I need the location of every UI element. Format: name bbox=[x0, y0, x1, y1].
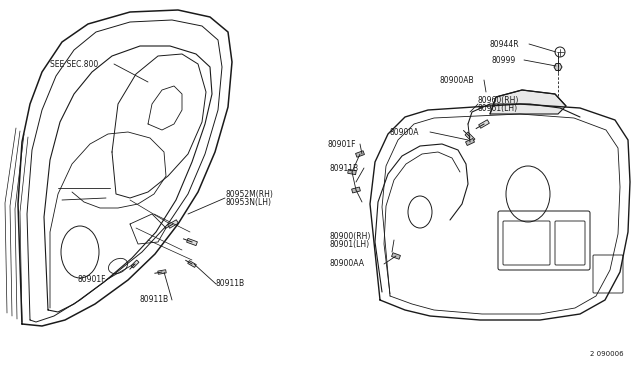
Text: 80901F: 80901F bbox=[328, 140, 356, 148]
Text: 80900A: 80900A bbox=[390, 128, 419, 137]
Polygon shape bbox=[188, 261, 196, 267]
Polygon shape bbox=[158, 270, 166, 274]
Text: 80900AB: 80900AB bbox=[440, 76, 475, 84]
Polygon shape bbox=[187, 238, 197, 246]
Text: 80961(LH): 80961(LH) bbox=[478, 103, 518, 112]
Polygon shape bbox=[465, 138, 474, 145]
Circle shape bbox=[555, 47, 565, 57]
Text: 80952M(RH): 80952M(RH) bbox=[225, 189, 273, 199]
Polygon shape bbox=[554, 64, 562, 70]
Polygon shape bbox=[479, 120, 490, 128]
Text: 80911B: 80911B bbox=[330, 164, 359, 173]
Text: 80953N(LH): 80953N(LH) bbox=[225, 198, 271, 206]
Polygon shape bbox=[465, 132, 475, 142]
Text: SEE SEC.800: SEE SEC.800 bbox=[50, 60, 99, 68]
Polygon shape bbox=[168, 220, 179, 228]
Polygon shape bbox=[351, 187, 360, 193]
Polygon shape bbox=[131, 260, 139, 268]
Text: 80960(RH): 80960(RH) bbox=[478, 96, 520, 105]
Text: 2 090006: 2 090006 bbox=[590, 351, 623, 357]
Text: 80900(RH): 80900(RH) bbox=[330, 231, 371, 241]
Text: 80911B: 80911B bbox=[216, 279, 245, 289]
Text: 80944R: 80944R bbox=[490, 39, 520, 48]
Polygon shape bbox=[348, 169, 356, 175]
Polygon shape bbox=[356, 151, 364, 157]
Polygon shape bbox=[392, 253, 401, 259]
Text: 80911B: 80911B bbox=[140, 295, 169, 305]
Text: 80901(LH): 80901(LH) bbox=[330, 240, 370, 248]
Text: 80999: 80999 bbox=[492, 55, 516, 64]
Text: 80900AA: 80900AA bbox=[330, 260, 365, 269]
Text: 80901F: 80901F bbox=[78, 276, 106, 285]
Polygon shape bbox=[490, 90, 566, 114]
